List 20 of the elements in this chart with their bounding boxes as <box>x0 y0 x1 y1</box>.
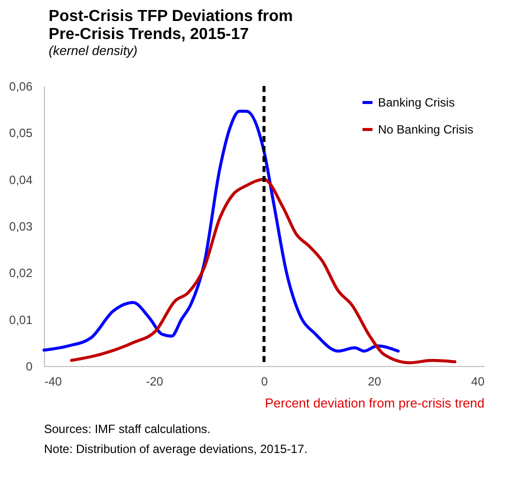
chart-subtitle: (kernel density) <box>48 43 138 58</box>
x-tick-label: 0 <box>261 374 268 388</box>
x-tick-label: 40 <box>471 374 485 388</box>
source-note: Sources: IMF staff calculations. <box>44 422 211 436</box>
y-tick-label: 0,03 <box>9 220 33 234</box>
y-tick-label: 0,01 <box>9 312 33 327</box>
y-tick-label: 0,04 <box>9 172 33 187</box>
y-tick-label: 0,05 <box>9 126 33 140</box>
legend-label: Banking Crisis <box>378 96 455 110</box>
x-tick-label: -20 <box>146 374 164 388</box>
line-series <box>70 178 456 364</box>
x-tick-label: -40 <box>44 374 62 388</box>
y-tick-label: 0,02 <box>9 266 33 280</box>
text: Note: Distribution of average deviations, 2015-17. <box>44 442 308 456</box>
chart-title: Post-Crisis TFP Deviations from Pre-Crisis Trends, 2015-17 <box>48 8 293 43</box>
x-axis-title: Percent deviation from pre-crisis trend <box>264 396 484 410</box>
y-tick-label: 0 <box>26 360 33 374</box>
legend-label: No Banking Crisis <box>378 122 474 136</box>
y-tick-label: 0,06 <box>9 80 33 94</box>
x-tick-label: 20 <box>368 374 382 388</box>
